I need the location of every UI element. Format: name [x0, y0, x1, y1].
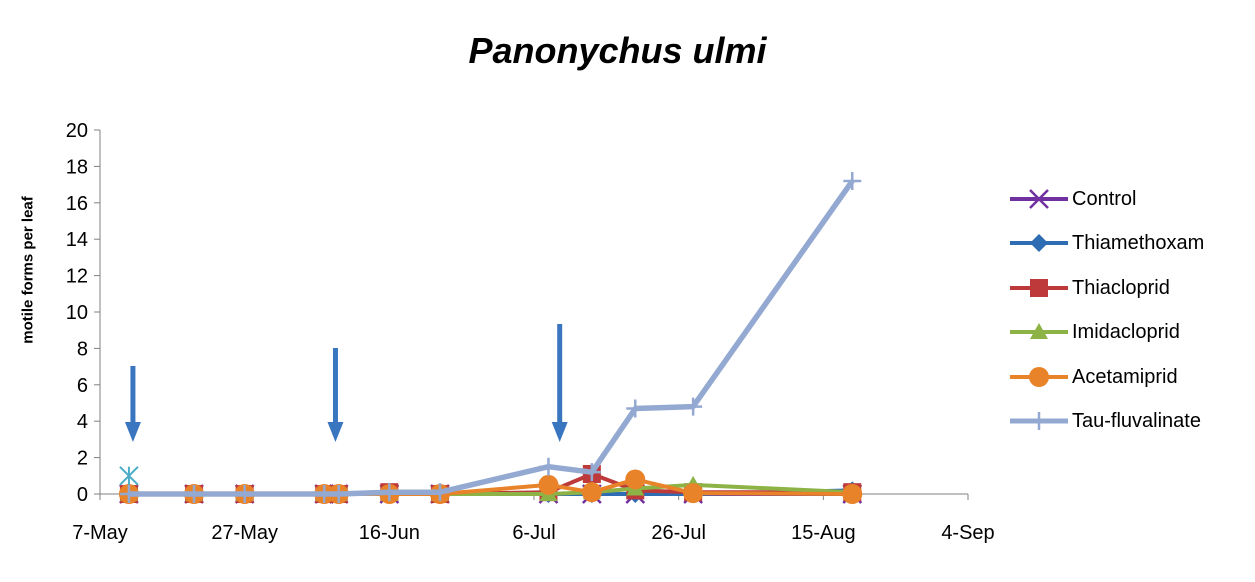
legend-marker: [1030, 411, 1048, 430]
y-tick-label: 8: [77, 338, 88, 360]
data-point: [119, 466, 139, 486]
legend-swatch: [1010, 189, 1068, 209]
data-point: [235, 485, 254, 503]
y-tick-label: 4: [77, 411, 88, 433]
legend-marker: [1030, 234, 1048, 253]
arrow-head: [124, 422, 141, 442]
legend: Control Thiamethoxam Thiacloprid Imidaclopr…: [1008, 184, 1248, 450]
x-tick-label: 16-Jun: [359, 522, 420, 544]
legend-marker: [1030, 278, 1048, 297]
data-point: [842, 484, 863, 504]
legend-swatch: [1010, 411, 1068, 430]
legend-swatch: [1010, 323, 1068, 340]
series-thiacloprid: [119, 464, 862, 503]
series-line: [128, 179, 855, 497]
legend-label: Thiacloprid: [1072, 276, 1170, 299]
x-tick-label: 15-Aug: [791, 522, 856, 544]
data-point: [430, 483, 449, 502]
x-tick-label: 6-Jul: [512, 522, 555, 544]
chart-title: Panonychus ulmi: [468, 30, 767, 71]
data-point: [380, 483, 399, 502]
data-point: [538, 474, 559, 495]
axes: 0 2 4 6 8 10 12 14 16 18 20 7-May 27-May 16-Jun 6-Jul 2…: [66, 120, 995, 544]
data-point: [185, 485, 204, 503]
data-point: [119, 485, 138, 503]
legend-item: Control: [1008, 184, 1248, 228]
legend-label: Tau-fluvalinate: [1072, 409, 1201, 432]
data-point: [684, 397, 703, 416]
y-tick-label: 6: [77, 375, 88, 397]
arrow-annotation: [124, 366, 141, 442]
y-tick-label: 0: [77, 484, 88, 506]
legend-label: Control: [1072, 188, 1137, 210]
data-point: [582, 463, 601, 482]
legend-label: Imidacloprid: [1072, 321, 1180, 344]
legend-swatch: [1010, 366, 1068, 387]
legend-marker: [1030, 323, 1048, 340]
data-point: [625, 469, 646, 490]
y-tick-label: 16: [66, 193, 88, 215]
y-tick-label: 20: [66, 120, 88, 142]
x-tick-label: 7-May: [72, 522, 128, 544]
y-tick-label: 12: [66, 266, 88, 288]
arrow-head: [327, 422, 344, 442]
x-tick-label: 26-Jul: [651, 522, 705, 544]
series-tau-fluvalinate: [119, 171, 862, 503]
legend-item: Thiacloprid: [1008, 273, 1248, 317]
legend-swatch: [1010, 278, 1068, 297]
arrow-annotation: [551, 324, 568, 442]
legend-label: Acetamiprid: [1072, 365, 1178, 388]
data-point: [683, 483, 704, 504]
y-tick-label: 14: [66, 229, 88, 251]
legend-item: Acetamiprid: [1008, 362, 1248, 406]
x-tick-label: 4-Sep: [941, 522, 994, 544]
arrow-head: [551, 422, 568, 442]
y-tick-label: 2: [77, 448, 88, 470]
data-point: [581, 482, 602, 503]
y-tick-label: 10: [66, 302, 88, 324]
series-group: [118, 171, 863, 504]
arrow-annotations: [124, 324, 568, 442]
legend-item: Thiamethoxam: [1008, 228, 1248, 272]
data-point: [843, 171, 862, 190]
data-point: [539, 457, 558, 476]
legend-item: Tau-fluvalinate: [1008, 406, 1248, 450]
legend-swatch: [1010, 234, 1068, 253]
legend-marker: [1029, 366, 1049, 387]
data-point: [329, 485, 348, 503]
y-tick-label: 18: [66, 156, 88, 178]
x-tick-label: 27-May: [211, 522, 278, 544]
legend-label: Thiamethoxam: [1072, 232, 1205, 255]
data-point: [626, 399, 645, 418]
legend-marker: [1029, 189, 1049, 209]
arrow-annotation: [327, 348, 344, 442]
legend-item: Imidacloprid: [1008, 317, 1248, 361]
